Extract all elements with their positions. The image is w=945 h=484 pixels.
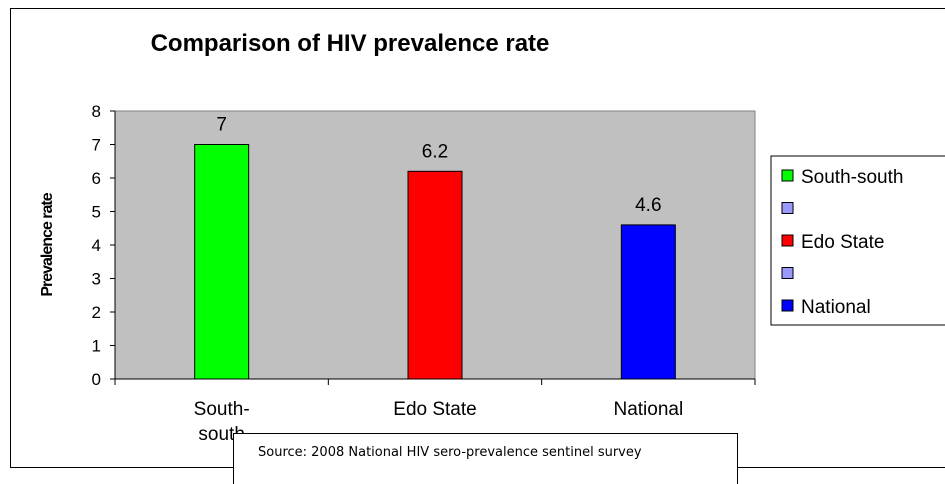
- data-label: 6.2: [422, 141, 448, 162]
- bar: [620, 224, 676, 380]
- bar: [194, 144, 250, 380]
- y-tick-label: 5: [92, 203, 101, 222]
- legend-swatch: [781, 169, 794, 182]
- legend-label: Edo State: [801, 232, 884, 253]
- source-note: Source: 2008 National HIV sero-prevalenc…: [233, 433, 738, 484]
- legend-swatch: [781, 202, 794, 214]
- y-tick-label: 6: [92, 169, 101, 188]
- x-tick-label: Edo State: [393, 399, 476, 420]
- y-tick-label: 1: [92, 337, 101, 356]
- chart-title: Comparison of HIV prevalence rate: [150, 30, 550, 57]
- y-tick-label: 8: [92, 102, 101, 121]
- legend-swatch: [781, 267, 794, 279]
- bar: [407, 170, 463, 380]
- y-tick-label: 3: [92, 270, 101, 289]
- x-tick-label: National: [613, 399, 683, 420]
- y-tick-label: 4: [92, 236, 101, 255]
- y-tick-label: 2: [92, 303, 101, 322]
- legend-swatch: [781, 299, 794, 312]
- data-label: 7: [216, 115, 227, 136]
- legend-swatch: [781, 234, 794, 247]
- data-label: 4.6: [635, 195, 661, 216]
- y-axis-label: Prevalence rate: [39, 192, 56, 296]
- legend-label: National: [801, 297, 871, 318]
- x-tick-label: South-: [194, 399, 250, 420]
- y-tick-label: 0: [92, 370, 101, 389]
- legend-label: South-south: [801, 167, 903, 188]
- legend-box: [770, 155, 945, 326]
- y-tick-label: 7: [92, 136, 101, 155]
